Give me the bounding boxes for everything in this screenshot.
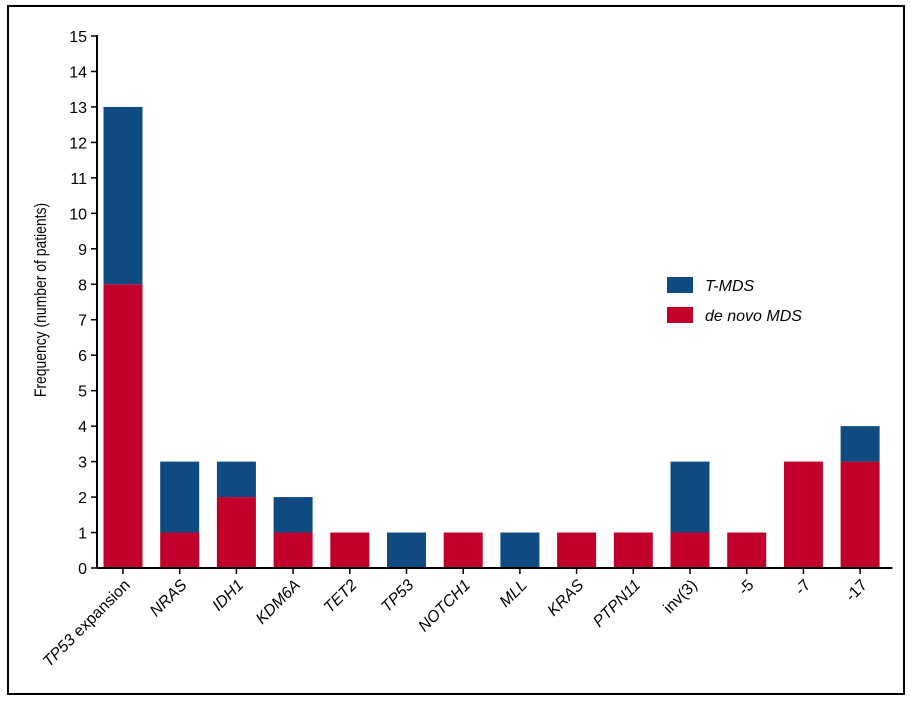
- bar-t-mds: [500, 532, 540, 568]
- bar-de-novo-mds: [160, 532, 200, 568]
- bar-de-novo-mds: [443, 532, 483, 568]
- x-tick-label: KRAS: [545, 577, 588, 620]
- x-tick-label: TP53 expansion: [40, 577, 134, 671]
- bar-t-mds: [670, 461, 710, 533]
- y-tick-label: 7: [78, 313, 87, 330]
- bar-t-mds: [840, 426, 880, 462]
- y-tick-label: 12: [69, 135, 87, 152]
- y-tick-label: 4: [78, 419, 87, 436]
- bar-t-mds: [387, 532, 426, 568]
- bar-de-novo-mds: [727, 532, 767, 568]
- x-tick-label: TET2: [321, 577, 361, 617]
- x-tick-label-italic: KRAS: [545, 577, 588, 620]
- legend-swatch: [667, 307, 693, 323]
- x-tick-label: inv(3): [661, 577, 701, 617]
- x-tick-label: PTPN11: [590, 577, 644, 631]
- bar-t-mds: [103, 106, 143, 285]
- x-tick-label: NRAS: [147, 577, 191, 621]
- x-tick-label-italic: TET2: [321, 577, 361, 617]
- y-tick-label: 2: [78, 490, 87, 507]
- x-tick-label-italic: NRAS: [147, 577, 191, 621]
- x-tick-label-italic: IDH1: [209, 577, 247, 615]
- x-tick-label: -5: [735, 577, 757, 599]
- bar-t-mds: [273, 497, 313, 533]
- y-tick-label: 1: [78, 526, 87, 543]
- bar-de-novo-mds: [670, 532, 710, 568]
- x-tick-label-italic: MLL: [497, 577, 531, 611]
- y-tick-label: 5: [78, 384, 87, 401]
- y-tick-label: 9: [78, 242, 87, 259]
- legend: T-MDS de novo MDS: [667, 277, 802, 325]
- legend-swatch: [667, 277, 693, 293]
- y-tick-label: 8: [78, 277, 87, 294]
- x-tick-label-plain: expansion: [67, 577, 134, 644]
- bar-de-novo-mds: [783, 461, 823, 568]
- x-tick-label: IDH1: [209, 577, 247, 615]
- x-tick-label: NOTCH1: [415, 577, 474, 636]
- x-tick-label-italic: KDM6A: [253, 577, 304, 628]
- x-tick-label-plain: -17: [843, 577, 871, 605]
- y-tick-label: 6: [78, 348, 87, 365]
- y-tick-label: 14: [69, 64, 87, 81]
- x-tick-label-italic: TP53: [378, 577, 417, 616]
- bar-t-mds: [160, 461, 200, 533]
- bar-de-novo-mds: [273, 532, 313, 568]
- bar-de-novo-mds: [330, 532, 370, 568]
- y-tick-label: 3: [78, 455, 87, 472]
- y-tick-label: 0: [78, 561, 87, 578]
- x-tick-label-plain: -7: [792, 577, 814, 599]
- legend-label: de novo MDS: [705, 308, 802, 325]
- figure-frame: [7, 5, 905, 695]
- y-tick-label: 13: [69, 100, 87, 117]
- x-tick-label: KDM6A: [253, 577, 304, 628]
- x-tick-label-italic: PTPN11: [590, 577, 644, 631]
- bar-de-novo-mds: [216, 497, 256, 568]
- x-tick-label-plain: inv(3): [661, 577, 701, 617]
- legend-label: T-MDS: [705, 278, 755, 295]
- bar-t-mds: [216, 461, 256, 498]
- x-axis: TP53 expansion NRAS IDH1 KDM6A TET2 TP53NOTCH…: [40, 567, 893, 671]
- x-tick-label: -7: [792, 577, 814, 599]
- y-tick-label: 11: [70, 171, 87, 188]
- bars-layer: [103, 106, 880, 568]
- x-tick-label-italic: NOTCH1: [415, 577, 474, 636]
- bar-de-novo-mds: [557, 532, 597, 568]
- bar-de-novo-mds: [103, 284, 143, 568]
- bar-de-novo-mds: [613, 532, 653, 568]
- bar-de-novo-mds: [840, 461, 880, 568]
- x-tick-label-plain: -5: [735, 577, 757, 599]
- x-tick-label: -17: [843, 577, 871, 605]
- y-tick-label: 10: [69, 206, 87, 223]
- y-tick-label: 15: [69, 29, 87, 46]
- x-tick-label: MLL: [497, 577, 531, 611]
- x-tick-label: TP53: [378, 577, 417, 616]
- y-axis-title: Frequency (number of patients): [32, 203, 51, 397]
